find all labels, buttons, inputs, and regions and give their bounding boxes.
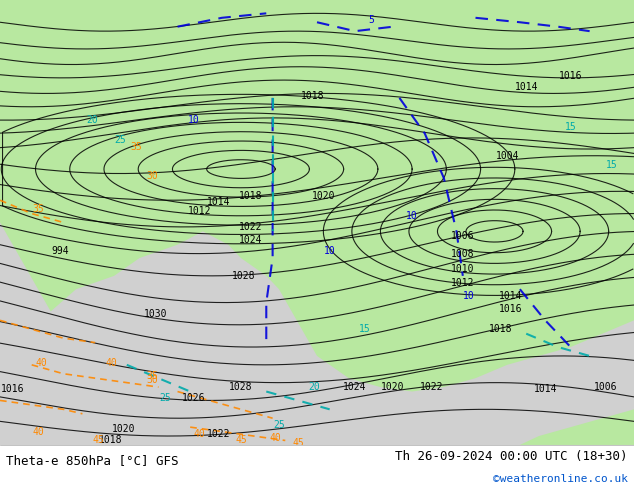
- Text: 1012: 1012: [188, 206, 212, 217]
- Text: 35: 35: [32, 204, 44, 214]
- Text: 45: 45: [93, 436, 104, 445]
- Text: 15: 15: [606, 160, 618, 170]
- Text: Theta-e 850hPa [°C] GFS: Theta-e 850hPa [°C] GFS: [6, 454, 179, 467]
- Text: 1018: 1018: [489, 324, 513, 334]
- Text: 20: 20: [86, 115, 98, 125]
- Text: 25: 25: [159, 393, 171, 403]
- Text: 10: 10: [406, 211, 418, 221]
- Text: 1022: 1022: [419, 382, 443, 392]
- Text: 5: 5: [368, 15, 374, 25]
- Text: 1014: 1014: [533, 384, 557, 394]
- Text: 994: 994: [51, 246, 69, 256]
- Text: 1030: 1030: [143, 309, 167, 318]
- Text: 1014: 1014: [207, 197, 231, 207]
- Text: 1020: 1020: [381, 382, 405, 392]
- Text: 1008: 1008: [451, 248, 475, 259]
- Text: 30: 30: [146, 375, 158, 386]
- Text: 1014: 1014: [514, 82, 538, 92]
- Text: 40: 40: [32, 427, 44, 437]
- Text: 1024: 1024: [238, 235, 262, 245]
- Text: 1014: 1014: [498, 291, 522, 301]
- Text: 1022: 1022: [207, 429, 231, 439]
- Text: 25: 25: [115, 135, 126, 145]
- Text: 1020: 1020: [311, 191, 335, 201]
- Text: 1012: 1012: [451, 277, 475, 288]
- Text: 1004: 1004: [495, 151, 519, 161]
- Text: 1024: 1024: [343, 382, 367, 392]
- Text: 30: 30: [146, 171, 158, 181]
- Text: 1016: 1016: [559, 71, 583, 81]
- Text: 10: 10: [324, 246, 335, 256]
- Text: 1028: 1028: [232, 271, 256, 281]
- Text: 35: 35: [131, 142, 142, 152]
- Text: 40: 40: [194, 429, 205, 439]
- Polygon shape: [0, 0, 634, 392]
- Text: 1006: 1006: [451, 231, 475, 241]
- Text: 40: 40: [36, 358, 47, 368]
- Text: 1018: 1018: [301, 91, 325, 100]
- Text: 10: 10: [463, 291, 475, 301]
- Text: 25: 25: [273, 420, 285, 430]
- Text: 45: 45: [235, 436, 247, 445]
- Text: 1018: 1018: [238, 191, 262, 201]
- Text: 15: 15: [565, 122, 576, 132]
- Text: 1010: 1010: [451, 264, 475, 274]
- Text: 40: 40: [105, 358, 117, 368]
- Text: 40: 40: [270, 433, 281, 443]
- Polygon shape: [520, 409, 634, 445]
- Text: 1026: 1026: [181, 393, 205, 403]
- Text: 1022: 1022: [238, 222, 262, 232]
- Text: Th 26-09-2024 00:00 UTC (18+30): Th 26-09-2024 00:00 UTC (18+30): [395, 450, 628, 463]
- Text: 35: 35: [146, 371, 158, 381]
- Text: ©weatheronline.co.uk: ©weatheronline.co.uk: [493, 474, 628, 484]
- Text: 1016: 1016: [498, 304, 522, 314]
- Text: 45: 45: [292, 438, 304, 448]
- Text: 1016: 1016: [1, 384, 25, 394]
- Text: 1028: 1028: [229, 382, 253, 392]
- Text: 1018: 1018: [99, 436, 123, 445]
- Text: 15: 15: [359, 324, 370, 334]
- Text: 10: 10: [188, 115, 199, 125]
- Text: 20: 20: [308, 382, 320, 392]
- Text: 1006: 1006: [593, 382, 618, 392]
- Text: 1020: 1020: [112, 424, 136, 434]
